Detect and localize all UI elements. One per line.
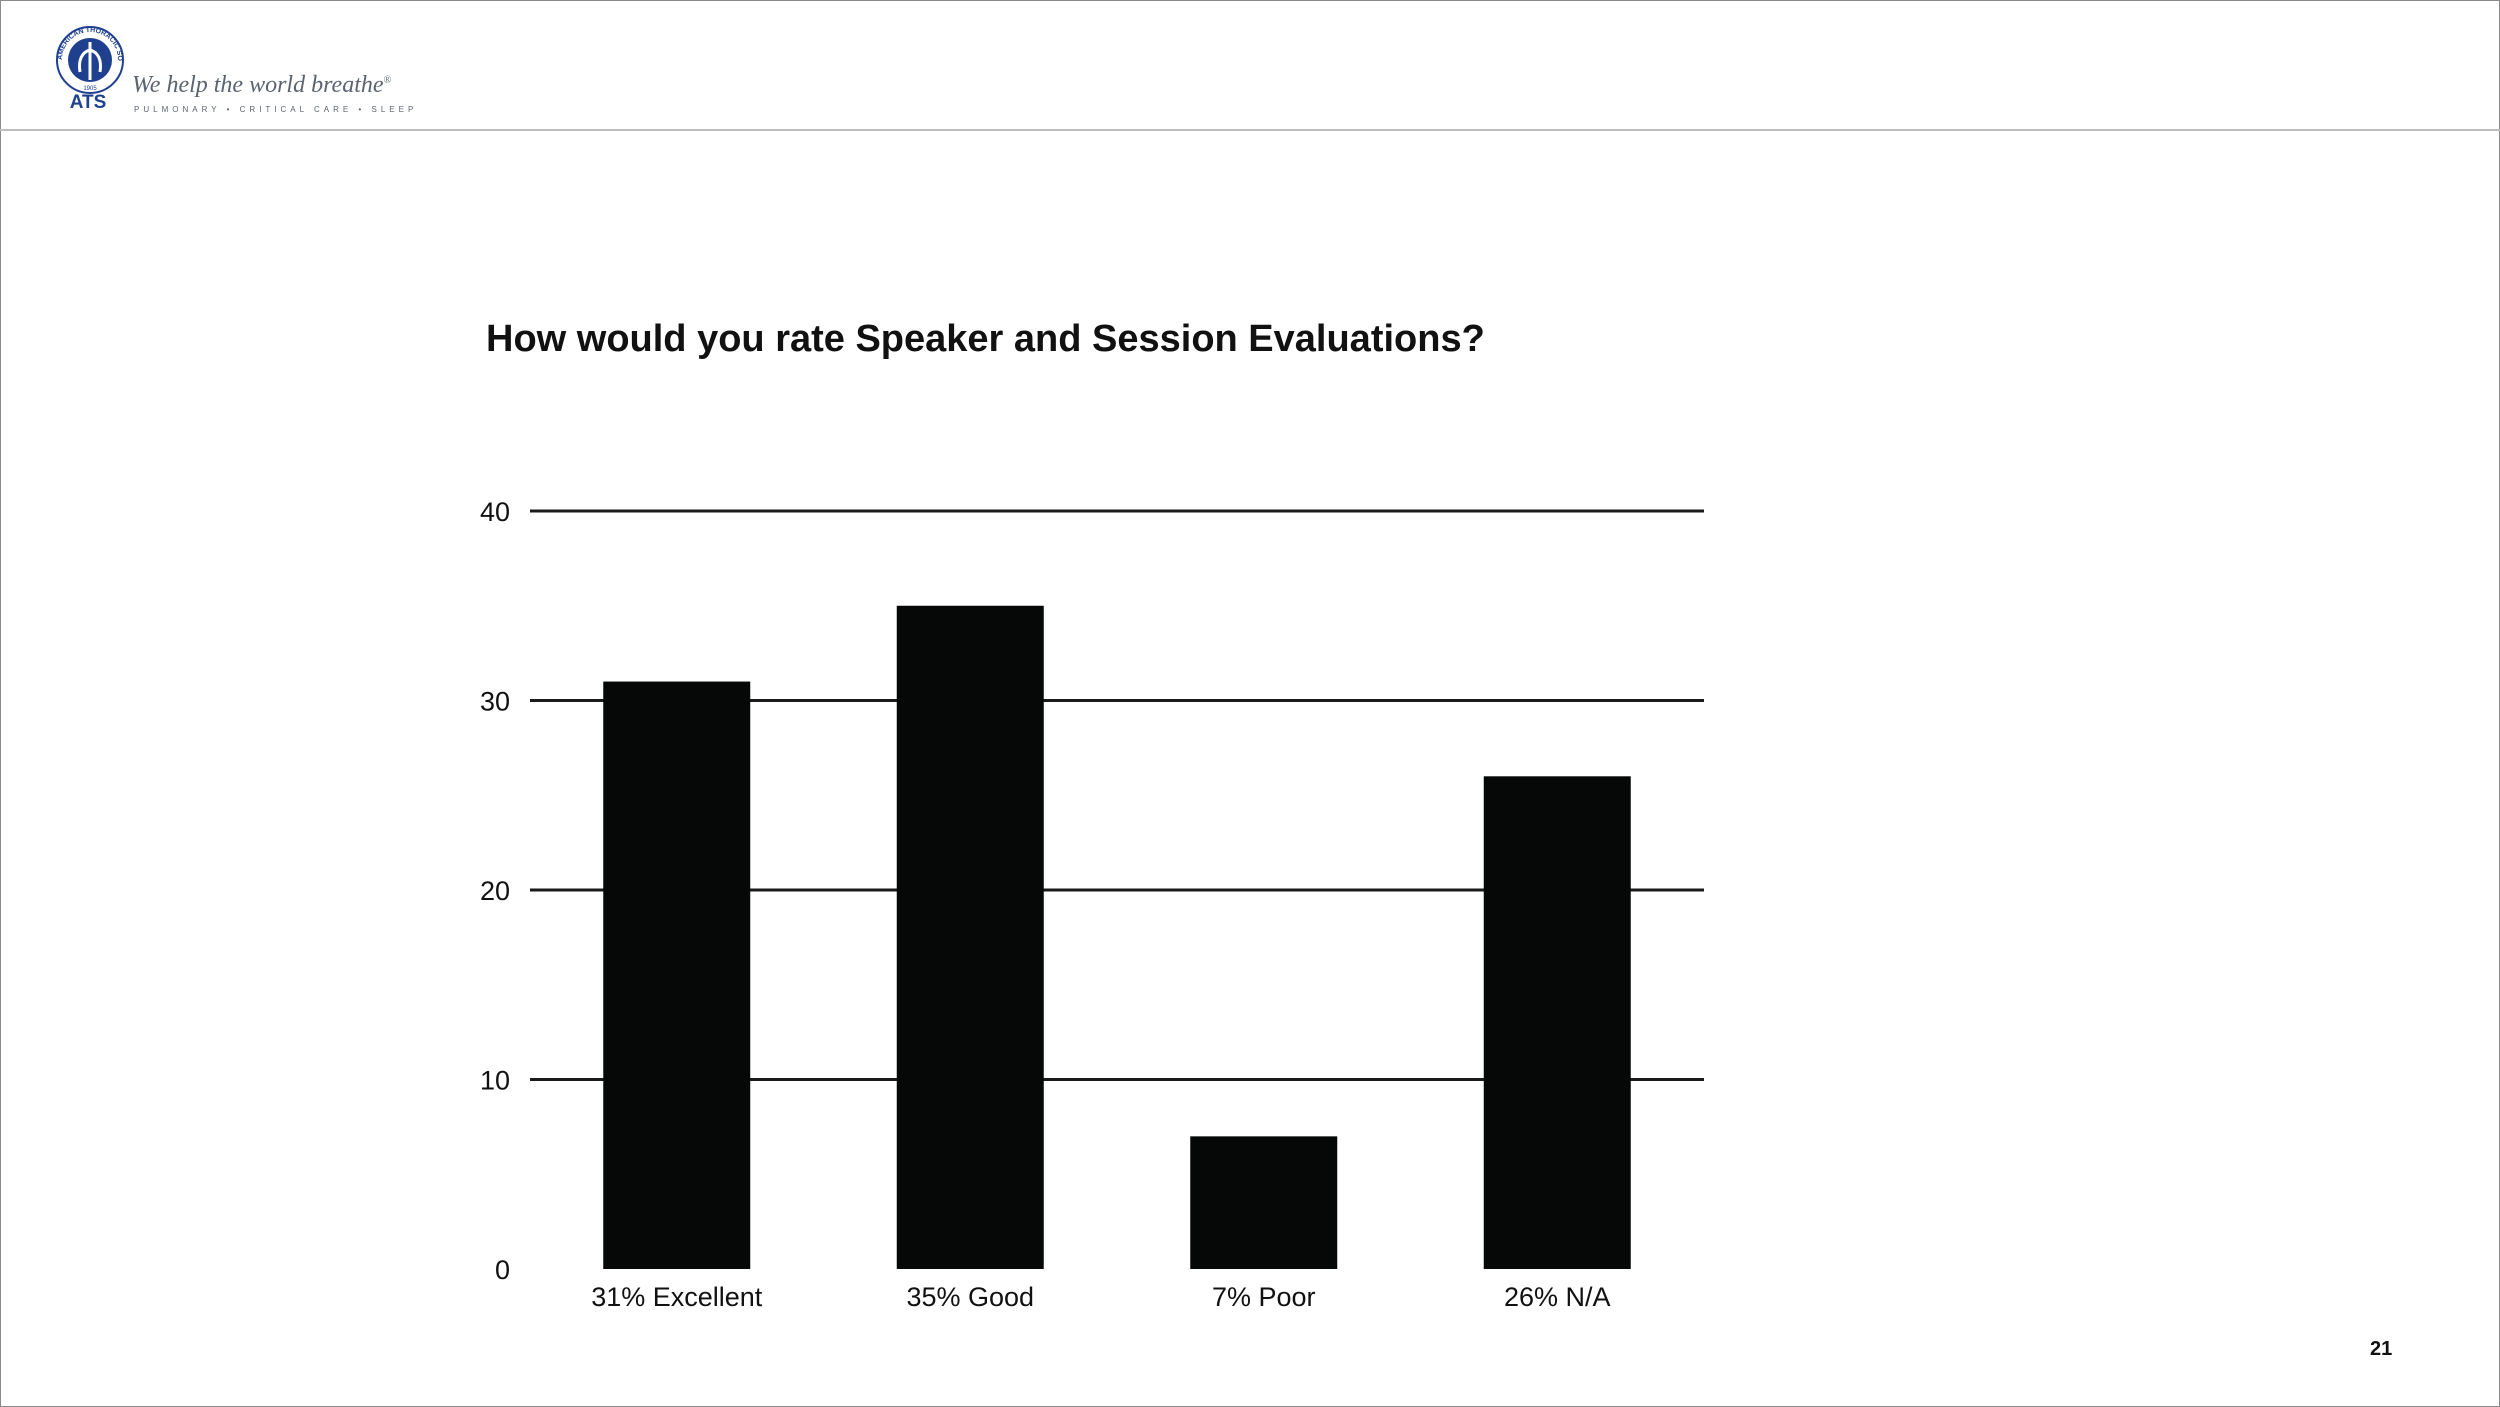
ats-logo: AMERICAN THORACIC SOCIETY 1905 ATS We he… [50, 24, 413, 120]
tagline-registered-mark: ® [383, 75, 392, 86]
bar [1190, 1136, 1338, 1269]
page-number: 21 [2370, 1338, 2393, 1360]
y-tick-label: 10 [480, 1066, 510, 1096]
bar [603, 681, 751, 1269]
tagline-text: We help the world breathe [132, 72, 384, 98]
x-category-label: 7% Poor [1212, 1282, 1316, 1312]
logo-text: ATS [70, 92, 107, 113]
bar [1483, 776, 1631, 1269]
y-tick-label: 0 [495, 1255, 510, 1285]
subtagline: PULMONARY • CRITICAL CARE • SLEEP [134, 105, 418, 114]
slide-header: AMERICAN THORACIC SOCIETY 1905 ATS We he… [0, 0, 2500, 131]
logo-year: 1905 [83, 86, 97, 92]
chart-title: How would you rate Speaker and Session E… [486, 318, 1485, 360]
x-category-label: 26% N/A [1504, 1282, 1611, 1312]
y-tick-label: 20 [480, 876, 510, 906]
ats-seal-icon: AMERICAN THORACIC SOCIETY 1905 ATS [50, 24, 124, 113]
bar [896, 605, 1044, 1269]
x-category-label: 31% Excellent [591, 1282, 763, 1312]
x-category-label: 35% Good [906, 1282, 1034, 1312]
y-tick-label: 40 [480, 497, 510, 527]
y-tick-label: 30 [480, 687, 510, 717]
tagline: We help the world breathe® [132, 72, 391, 99]
